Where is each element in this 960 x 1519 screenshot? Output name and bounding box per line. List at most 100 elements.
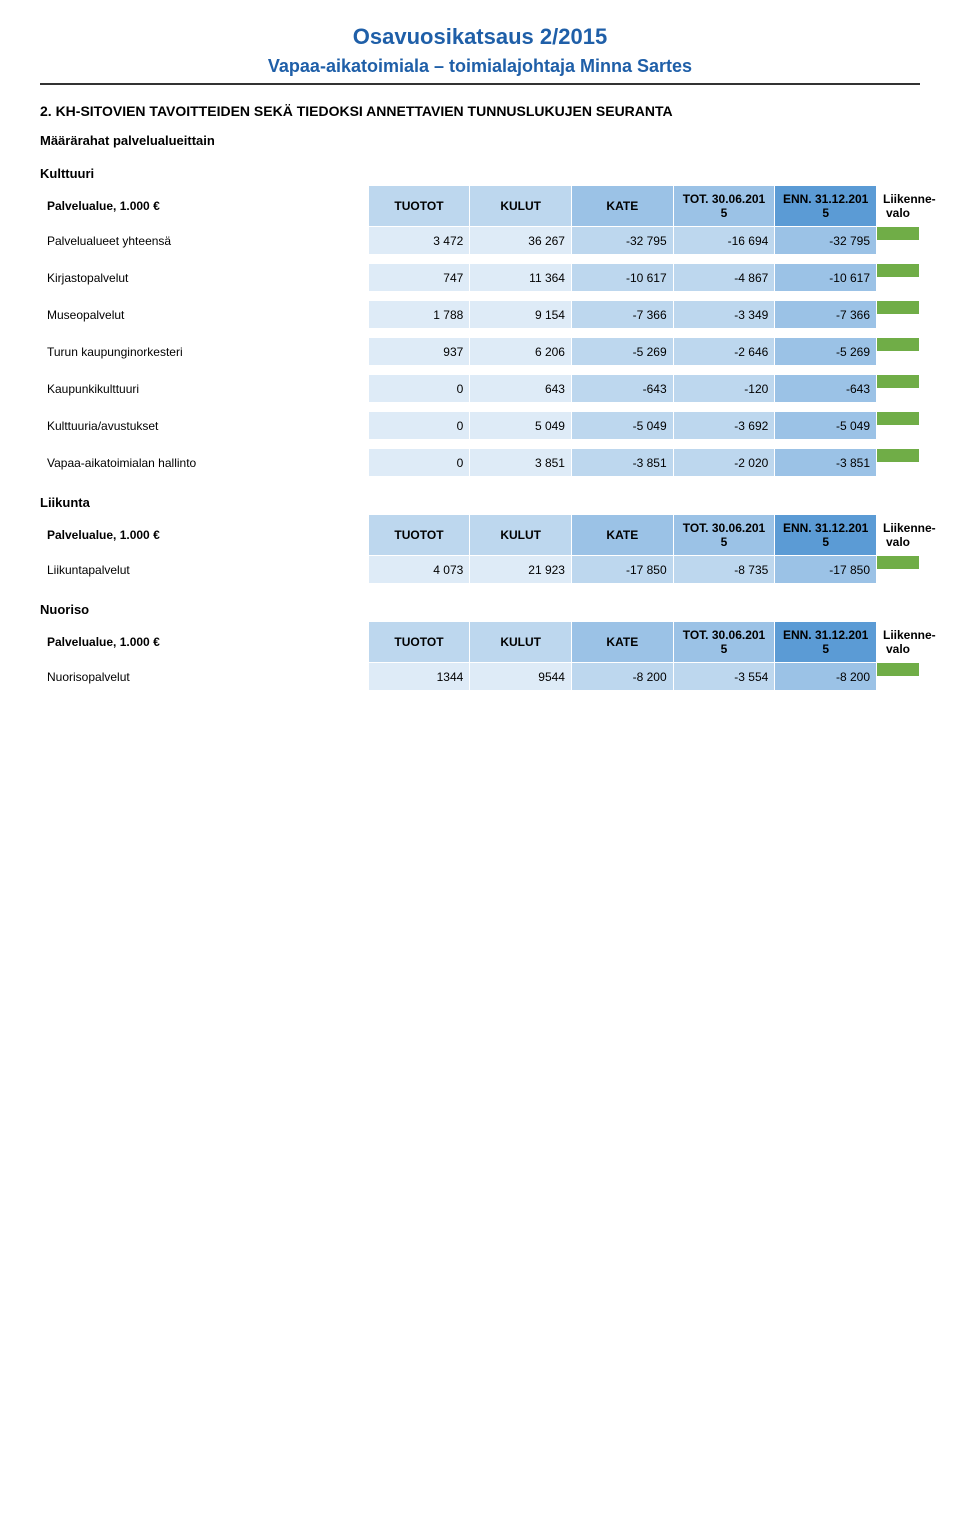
value-cell: -7 366	[775, 301, 877, 329]
value-cell: 937	[368, 338, 470, 366]
value-cell: 747	[368, 264, 470, 292]
value-cell: -2 646	[673, 338, 775, 366]
signal-blank	[877, 570, 920, 584]
column-header: KATE	[571, 186, 673, 227]
value-cell: 1 788	[368, 301, 470, 329]
value-cell: -5 049	[571, 412, 673, 440]
value-cell: 643	[470, 375, 572, 403]
page-container: Osavuosikatsaus 2/2015 Vapaa-aikatoimial…	[0, 0, 960, 739]
signal-indicator	[877, 227, 920, 241]
column-header: Palvelualue, 1.000 €	[41, 515, 369, 556]
value-cell: 21 923	[470, 556, 572, 584]
column-header: Liikenne-valo	[877, 186, 920, 227]
row-label: Palvelualueet yhteensä	[41, 227, 369, 255]
column-header: TOT. 30.06.201 5	[673, 622, 775, 663]
value-cell: -120	[673, 375, 775, 403]
data-table: Museopalvelut1 7889 154-7 366-3 349-7 36…	[40, 300, 920, 329]
signal-blank	[877, 426, 920, 440]
value-cell: -8 200	[571, 663, 673, 691]
row-label: Kaupunkikulttuuri	[41, 375, 369, 403]
value-cell: 4 073	[368, 556, 470, 584]
value-cell: 0	[368, 412, 470, 440]
value-cell: -17 850	[571, 556, 673, 584]
doc-subtitle: Vapaa-aikatoimiala – toimialajohtaja Min…	[40, 56, 920, 83]
value-cell: -4 867	[673, 264, 775, 292]
column-header: Palvelualue, 1.000 €	[41, 186, 369, 227]
value-cell: -8 735	[673, 556, 775, 584]
category-label: Liikunta	[40, 495, 920, 510]
value-cell: -5 049	[775, 412, 877, 440]
value-cell: 9 154	[470, 301, 572, 329]
value-cell: -10 617	[775, 264, 877, 292]
value-cell: -5 269	[571, 338, 673, 366]
subheading: Määrärahat palvelualueittain	[40, 133, 920, 148]
signal-blank	[877, 389, 920, 403]
column-header: TUOTOT	[368, 186, 470, 227]
value-cell: 1344	[368, 663, 470, 691]
signal-indicator	[877, 449, 920, 463]
row-label: Vapaa-aikatoimialan hallinto	[41, 449, 369, 477]
column-header: TOT. 30.06.201 5	[673, 186, 775, 227]
value-cell: 0	[368, 449, 470, 477]
signal-blank	[877, 278, 920, 292]
row-label: Nuorisopalvelut	[41, 663, 369, 691]
doc-title: Osavuosikatsaus 2/2015	[40, 24, 920, 50]
signal-blank	[877, 677, 920, 691]
column-header: ENN. 31.12.201 5	[775, 515, 877, 556]
value-cell: -17 850	[775, 556, 877, 584]
column-header: KULUT	[470, 515, 572, 556]
row-label: Kulttuuria/avustukset	[41, 412, 369, 440]
column-header: Liikenne-valo	[877, 622, 920, 663]
value-cell: -8 200	[775, 663, 877, 691]
row-label: Museopalvelut	[41, 301, 369, 329]
value-cell: -3 692	[673, 412, 775, 440]
row-label: Kirjastopalvelut	[41, 264, 369, 292]
data-table: Kulttuuria/avustukset05 049-5 049-3 692-…	[40, 411, 920, 440]
value-cell: -5 269	[775, 338, 877, 366]
column-header: Liikenne-valo	[877, 515, 920, 556]
value-cell: 5 049	[470, 412, 572, 440]
value-cell: -643	[571, 375, 673, 403]
data-table: Kaupunkikulttuuri0643-643-120-643	[40, 374, 920, 403]
title-rule	[40, 83, 920, 85]
data-table: Turun kaupunginorkesteri9376 206-5 269-2…	[40, 337, 920, 366]
value-cell: 3 851	[470, 449, 572, 477]
value-cell: -7 366	[571, 301, 673, 329]
value-cell: -3 851	[571, 449, 673, 477]
column-header: KULUT	[470, 186, 572, 227]
signal-blank	[877, 315, 920, 329]
category-label: Nuoriso	[40, 602, 920, 617]
value-cell: -32 795	[775, 227, 877, 255]
value-cell: -3 349	[673, 301, 775, 329]
value-cell: -643	[775, 375, 877, 403]
value-cell: -16 694	[673, 227, 775, 255]
signal-indicator	[877, 338, 920, 352]
data-table: Palvelualue, 1.000 €TUOTOTKULUTKATETOT. …	[40, 621, 920, 691]
signal-indicator	[877, 556, 920, 570]
signal-indicator	[877, 375, 920, 389]
data-table: Kirjastopalvelut74711 364-10 617-4 867-1…	[40, 263, 920, 292]
signal-blank	[877, 352, 920, 366]
column-header: KULUT	[470, 622, 572, 663]
data-table: Vapaa-aikatoimialan hallinto03 851-3 851…	[40, 448, 920, 477]
value-cell: -10 617	[571, 264, 673, 292]
column-header: KATE	[571, 622, 673, 663]
value-cell: -3 554	[673, 663, 775, 691]
value-cell: 11 364	[470, 264, 572, 292]
value-cell: -2 020	[673, 449, 775, 477]
value-cell: 36 267	[470, 227, 572, 255]
tables-host: KulttuuriPalvelualue, 1.000 €TUOTOTKULUT…	[40, 166, 920, 691]
value-cell: 9544	[470, 663, 572, 691]
signal-indicator	[877, 412, 920, 426]
data-table: Palvelualue, 1.000 €TUOTOTKULUTKATETOT. …	[40, 185, 920, 255]
row-label: Turun kaupunginorkesteri	[41, 338, 369, 366]
value-cell: 3 472	[368, 227, 470, 255]
column-header: TUOTOT	[368, 622, 470, 663]
section-heading: 2. KH-SITOVIEN TAVOITTEIDEN SEKÄ TIEDOKS…	[40, 103, 920, 119]
value-cell: 6 206	[470, 338, 572, 366]
column-header: TUOTOT	[368, 515, 470, 556]
column-header: KATE	[571, 515, 673, 556]
row-label: Liikuntapalvelut	[41, 556, 369, 584]
value-cell: -32 795	[571, 227, 673, 255]
column-header: TOT. 30.06.201 5	[673, 515, 775, 556]
